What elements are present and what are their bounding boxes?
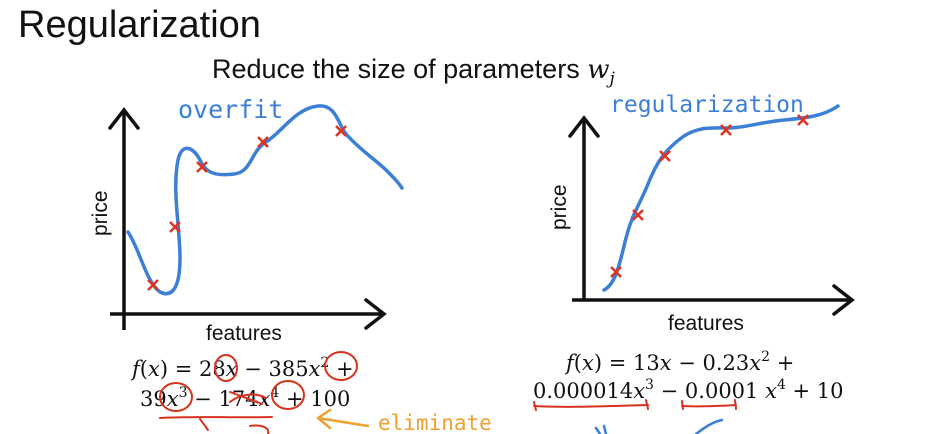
underline-mark (533, 399, 649, 411)
left-overfit-curve (126, 104, 404, 296)
right-x-label: features (668, 312, 744, 335)
page-title: Regularization (18, 4, 261, 46)
data-point (147, 279, 159, 291)
blue-mark (694, 418, 724, 434)
subtitle-text: Reduce the size of parameters (212, 54, 588, 84)
left-strike-marks (159, 391, 273, 434)
right-regularized-curve (602, 104, 840, 292)
data-point (196, 161, 208, 173)
underline-mark (681, 399, 737, 410)
right-y-arrow (568, 115, 600, 138)
left-plot: overfit price features f(x) = 28x − 385x… (89, 95, 492, 434)
underline-mark (533, 404, 649, 408)
strike-mark (229, 391, 263, 405)
right-plot: regularization price features f(x) = 13x… (533, 92, 855, 434)
overfit-annotation: overfit (178, 95, 283, 124)
right-formula-line1: f(x) = 13x − 0.23x2 + (564, 349, 794, 375)
right-y-label: price (548, 184, 571, 230)
circle-mark (324, 351, 358, 381)
left-x-label: features (206, 322, 282, 345)
underline-mark (681, 404, 737, 408)
strike-mark (199, 418, 209, 431)
data-point (797, 114, 809, 126)
eliminate-arrow (316, 408, 370, 430)
data-point (335, 125, 347, 137)
left-formula-line1: f(x) = 28x − 385x2 + (130, 355, 354, 381)
strike-mark (159, 416, 273, 419)
circle-mark (271, 380, 305, 410)
right-x-arrow (832, 284, 855, 316)
subtitle: Reduce the size of parameters wj (212, 54, 615, 89)
left-y-arrow (108, 107, 140, 130)
eliminate-note: eliminate (316, 408, 492, 434)
data-point (720, 124, 732, 136)
blue-mark (594, 424, 608, 434)
left-circle-marks (159, 351, 358, 412)
parameter-symbol: wj (587, 55, 615, 90)
data-point (659, 150, 671, 162)
regularization-annotation: regularization (610, 92, 804, 118)
right-data-points (610, 114, 809, 278)
strike-mark (249, 424, 270, 434)
data-point (632, 209, 644, 221)
right-blue-marks (594, 418, 724, 434)
right-underline-marks (533, 399, 737, 411)
data-point (169, 221, 181, 233)
circle-mark (159, 382, 193, 412)
right-formula-line2: 0.000014x3 − 0.0001 x4 + 10 (533, 377, 844, 403)
left-x-arrow (364, 298, 387, 330)
left-y-label: price (89, 190, 112, 236)
data-point (610, 266, 622, 278)
data-point (257, 136, 269, 148)
circle-mark (214, 354, 238, 382)
left-data-points (147, 125, 347, 291)
strike-mark (229, 393, 267, 403)
eliminate-label: eliminate (378, 411, 492, 434)
